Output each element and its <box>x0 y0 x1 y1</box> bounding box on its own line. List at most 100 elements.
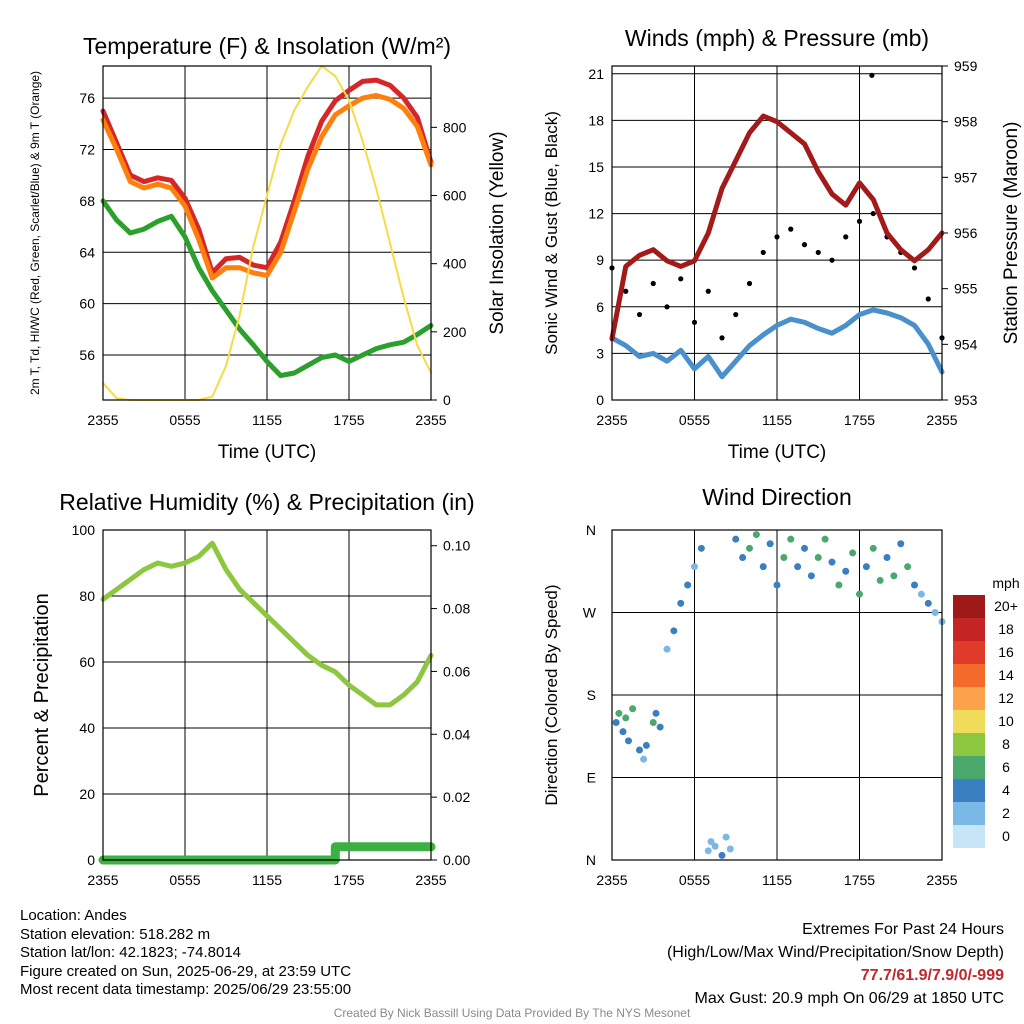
y-tick-label: 100 <box>72 522 96 538</box>
extremes-subtitle: (High/Low/Max Wind/Precipitation/Snow De… <box>666 944 1004 961</box>
direction-point <box>780 554 788 561</box>
direction-point <box>842 567 850 575</box>
direction-point <box>897 540 905 548</box>
y2-tick-label: 956 <box>954 225 978 241</box>
colorbar-swatch <box>953 756 985 779</box>
figure-created: Figure created on Sun, 2025-06-29, at 23… <box>20 962 352 980</box>
station-location: Location: Andes <box>20 907 127 924</box>
y2-tick-label: 0.10 <box>443 538 470 554</box>
direction-point <box>931 609 939 616</box>
y-tick-label: 3 <box>596 345 604 361</box>
direction-point <box>704 847 712 855</box>
y2-tick-label: 0.02 <box>443 789 470 805</box>
y-tick-label: S <box>587 687 596 703</box>
y-tick-label: 21 <box>588 66 604 82</box>
colorbar-tick-label: 4 <box>1002 782 1010 798</box>
gust-point <box>925 296 931 302</box>
colorbar-swatch <box>953 802 985 825</box>
x-tick-label: 1155 <box>252 872 282 888</box>
direction-point <box>697 544 705 552</box>
gust-point <box>774 234 780 240</box>
colorbar-tick-label: 16 <box>998 644 1014 660</box>
series-line <box>100 198 434 379</box>
gust-point <box>829 257 835 263</box>
gust-point <box>843 234 849 240</box>
colorbar-swatch <box>953 710 985 733</box>
direction-point <box>917 590 925 598</box>
station-latlon: Station lat/lon: 42.1823; -74.8014 <box>20 944 242 961</box>
x-tick-label: 1755 <box>333 872 364 888</box>
direction-point <box>726 845 734 853</box>
y2-tick-label: 954 <box>954 336 978 352</box>
direction-point <box>856 590 863 598</box>
y-axis-label: Percent & Precipitation <box>31 593 53 796</box>
y2-tick-label: 0 <box>443 392 451 408</box>
y-tick-label: 68 <box>79 193 95 209</box>
direction-point <box>625 737 632 745</box>
colorbar-tick-label: 10 <box>998 713 1014 729</box>
humidity-precipitation-panel: 0 20 40 60 80 100 0.00 0.02 0.04 0.06 0.08 0.10 2355… <box>31 489 475 888</box>
recent-timestamp: Most recent data timestamp: 2025/06/29 2… <box>20 981 352 998</box>
gust-point <box>815 249 821 256</box>
extremes-info: Extremes For Past 24 Hours (High/Low/Max… <box>667 918 1004 1010</box>
y-tick-label: 64 <box>79 244 95 260</box>
x-tick-label: 2355 <box>87 412 118 428</box>
gust-point <box>746 280 753 287</box>
y-tick-label: 9 <box>596 252 604 268</box>
colorbar-tick-label: 6 <box>1002 759 1010 775</box>
colorbar-tick-label: 20+ <box>994 598 1018 614</box>
y-tick-label: 76 <box>79 90 95 106</box>
y2-tick-label: 0.04 <box>443 726 470 742</box>
direction-point <box>636 746 643 754</box>
temperature-insolation-panel: 56 60 64 68 72 76 0 200 400 600 800 2355 0555 1155 175… <box>28 33 508 463</box>
plot-frame <box>611 529 943 861</box>
y2-tick-label: 958 <box>954 114 978 130</box>
direction-point <box>691 563 698 571</box>
plot-frame <box>102 65 432 401</box>
direction-point <box>615 709 623 717</box>
y2-tick-label: 0.00 <box>443 852 470 868</box>
gust-point <box>733 311 739 318</box>
colorbar-swatch <box>953 618 985 641</box>
gust-point <box>719 335 725 341</box>
y-tick-label: 6 <box>596 299 604 315</box>
y-tick-label: 60 <box>79 654 95 670</box>
direction-point <box>656 723 664 731</box>
credit-line: Created By Nick Bassill Using Data Provi… <box>333 1006 691 1020</box>
y-tick-label: 12 <box>588 206 604 222</box>
y-axis-label: Direction (Colored By Speed) <box>542 584 561 805</box>
direction-point <box>718 851 726 859</box>
direction-point <box>707 838 715 846</box>
x-tick-label: 2355 <box>415 872 446 888</box>
colorbar-swatch <box>953 733 985 756</box>
y2-tick-label: 953 <box>954 392 978 408</box>
x-tick-label: 0555 <box>679 872 710 888</box>
x-tick-label: 0555 <box>169 872 200 888</box>
direction-point <box>862 563 870 571</box>
extremes-values: 77.7/61.9/7.9/0/-999 <box>860 967 1004 984</box>
direction-point <box>732 535 740 543</box>
y-tick-label: N <box>586 522 596 538</box>
y2-tick-label: 955 <box>954 281 978 297</box>
y-tick-label: 56 <box>79 347 95 363</box>
series-line <box>609 113 945 342</box>
colorbar-tick-label: 12 <box>998 690 1014 706</box>
direction-point <box>787 535 795 543</box>
direction-point <box>835 581 843 589</box>
direction-point <box>739 554 747 561</box>
y2-tick-label: 959 <box>954 58 978 74</box>
gust-point <box>911 265 918 271</box>
gust-point <box>856 218 863 224</box>
direction-point <box>766 540 774 548</box>
direction-point <box>821 535 829 543</box>
y2-tick-label: 200 <box>443 324 467 340</box>
colorbar-swatch <box>953 779 985 802</box>
direction-point <box>746 544 753 552</box>
y-tick-label: E <box>587 770 596 786</box>
direction-point <box>869 544 877 552</box>
direction-point <box>924 599 932 607</box>
gust-point <box>650 280 656 287</box>
direction-point <box>642 741 650 749</box>
direction-point <box>612 719 620 726</box>
